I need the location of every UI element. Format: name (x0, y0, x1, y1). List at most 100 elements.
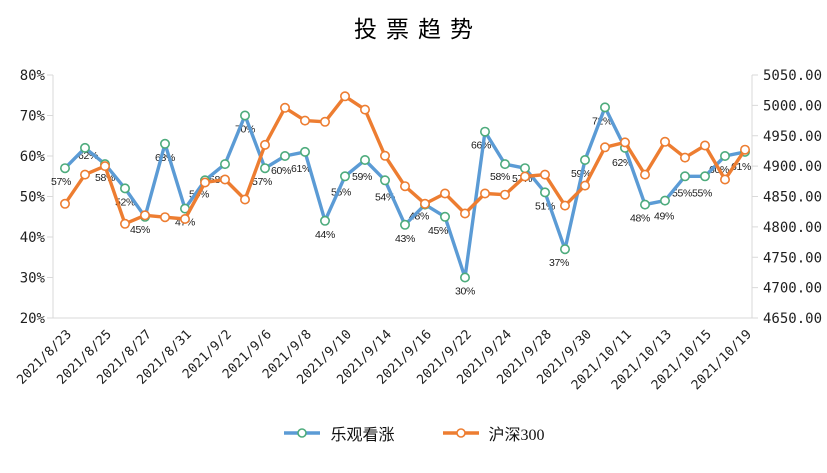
y-right-tick-label: 4650.00 (763, 311, 822, 327)
data-point-marker (359, 104, 370, 115)
data-label: 55% (672, 187, 692, 199)
legend-label: 乐观看涨 (330, 427, 395, 444)
data-label: 49% (654, 211, 674, 223)
legend-marker-icon (284, 428, 321, 438)
y-left-tick-label: 20% (20, 311, 46, 327)
data-point-marker (599, 142, 610, 153)
data-point-marker (719, 174, 730, 185)
chart-title: 投票趋势 (354, 16, 482, 42)
legend-item-1: 沪深300 (441, 421, 545, 445)
data-label: 30% (455, 286, 475, 298)
data-point-marker (719, 151, 730, 162)
data-point-marker (279, 151, 290, 162)
legend: 乐观看涨 沪深300 (0, 421, 827, 445)
data-label: 45% (130, 224, 150, 236)
data-point-marker (519, 163, 530, 174)
data-label: 43% (395, 233, 415, 245)
data-point-marker (639, 169, 650, 180)
data-point-marker (679, 152, 690, 163)
y-right-tick-label: 4800.00 (763, 220, 822, 236)
data-point-marker (220, 159, 231, 170)
data-point-marker (180, 214, 191, 225)
data-point-marker (220, 174, 231, 185)
data-point-marker (299, 146, 310, 157)
data-point-marker (80, 169, 91, 180)
series-1 (59, 91, 750, 229)
data-point-marker (519, 171, 530, 182)
data-label: 58% (490, 171, 510, 183)
data-point-marker (339, 91, 350, 102)
series-line (63, 105, 747, 280)
data-label: 44% (315, 229, 335, 241)
data-point-marker (399, 181, 410, 192)
data-point-marker (499, 189, 510, 200)
data-point-marker (459, 272, 470, 283)
y-right-tick-label: 4850.00 (763, 190, 822, 206)
data-label: 57% (252, 176, 272, 188)
legend-marker-icon (442, 428, 479, 438)
data-point-marker (439, 188, 450, 199)
data-point-marker (120, 183, 131, 194)
data-point-marker (359, 155, 370, 166)
data-point-marker (319, 116, 330, 127)
data-label: 66% (471, 140, 491, 152)
data-label: 57% (51, 176, 71, 188)
data-point-marker (59, 198, 70, 209)
data-point-marker (100, 161, 111, 172)
data-label: 48% (630, 213, 650, 225)
data-point-marker (379, 150, 390, 161)
data-point-marker (80, 142, 91, 153)
data-label: 61% (291, 163, 311, 175)
data-point-marker (160, 212, 171, 223)
data-point-marker (339, 171, 350, 182)
data-point-marker (579, 155, 590, 166)
data-label: 55% (692, 187, 712, 199)
data-point-marker (679, 171, 690, 182)
data-point-marker (599, 102, 610, 113)
y-left-tick-label: 70% (20, 109, 46, 125)
y-axis-left: 20% 30% 40% 50% 60% 70% 80% (20, 68, 53, 327)
data-point-marker (659, 136, 670, 147)
data-point-marker (499, 159, 510, 170)
data-point-marker (699, 140, 710, 151)
data-point-marker (639, 199, 650, 210)
data-point-marker (279, 102, 290, 113)
data-point-marker (160, 138, 171, 149)
data-label: 45% (428, 225, 448, 237)
data-point-marker (259, 163, 270, 174)
y-left-tick-label: 50% (20, 190, 46, 206)
y-right-tick-label: 4900.00 (763, 159, 822, 175)
axes (52, 75, 753, 319)
y-right-tick-label: 5050.00 (763, 68, 822, 84)
data-point-marker (479, 188, 490, 199)
data-point-marker (559, 200, 570, 211)
data-point-marker (439, 211, 450, 222)
data-point-marker (140, 210, 151, 221)
data-point-marker (539, 169, 550, 180)
data-point-marker (459, 208, 470, 219)
legend-label: 沪深300 (488, 427, 545, 444)
data-point-marker (539, 187, 550, 198)
data-label: 60% (271, 165, 291, 177)
data-point-marker (739, 144, 750, 155)
data-label: 59% (352, 171, 372, 183)
data-point-marker (200, 177, 211, 188)
y-axis-right: 4650.00 4700.00 4750.00 4800.00 4850.00 4900.… (752, 68, 822, 327)
data-label: 37% (549, 257, 569, 269)
y-left-tick-label: 60% (20, 149, 46, 165)
y-right-tick-label: 4750.00 (763, 250, 822, 266)
data-point-marker (379, 175, 390, 186)
data-point-marker (59, 163, 70, 174)
data-point-marker (419, 198, 430, 209)
data-point-marker (240, 194, 251, 205)
data-point-marker (559, 244, 570, 255)
data-point-marker (399, 219, 410, 230)
data-point-marker (319, 215, 330, 226)
y-right-tick-label: 4950.00 (763, 129, 822, 145)
series-0 (59, 102, 750, 283)
data-point-marker (299, 115, 310, 126)
y-left-tick-label: 80% (20, 68, 46, 84)
y-right-tick-label: 5000.00 (763, 98, 822, 114)
data-point-marker (240, 110, 251, 121)
